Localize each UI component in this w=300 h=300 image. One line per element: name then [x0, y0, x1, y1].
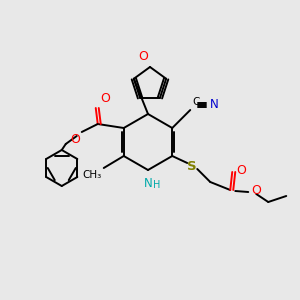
Text: O: O	[138, 50, 148, 63]
Text: O: O	[70, 133, 80, 146]
Text: N: N	[210, 98, 219, 110]
Text: N: N	[144, 177, 152, 190]
Text: H: H	[153, 180, 160, 190]
Text: O: O	[236, 164, 246, 176]
Text: S: S	[188, 160, 197, 172]
Text: O: O	[251, 184, 261, 196]
Text: O: O	[100, 92, 110, 105]
Text: C: C	[192, 97, 200, 107]
Text: CH₃: CH₃	[82, 170, 102, 180]
